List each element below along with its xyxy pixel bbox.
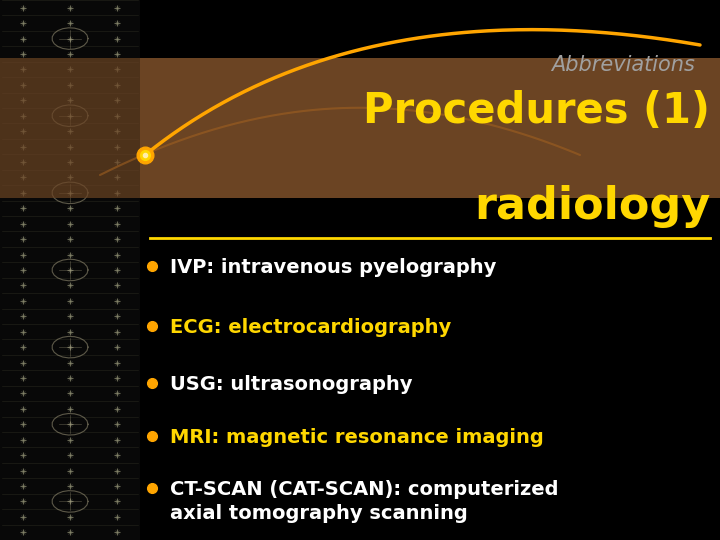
Bar xyxy=(0,58,140,198)
Text: USG: ultrasonography: USG: ultrasonography xyxy=(170,375,413,394)
Text: CT-SCAN (CAT-SCAN): computerized
axial tomography scanning: CT-SCAN (CAT-SCAN): computerized axial t… xyxy=(170,480,559,523)
Text: IVP: intravenous pyelography: IVP: intravenous pyelography xyxy=(170,258,496,277)
Text: radiology: radiology xyxy=(474,185,710,228)
Text: Procedures (1): Procedures (1) xyxy=(363,90,710,132)
Bar xyxy=(0,0,140,540)
Text: Abbreviations: Abbreviations xyxy=(551,55,695,75)
Text: MRI: magnetic resonance imaging: MRI: magnetic resonance imaging xyxy=(170,428,544,447)
Bar xyxy=(140,58,720,198)
Text: ECG: electrocardiography: ECG: electrocardiography xyxy=(170,318,451,337)
